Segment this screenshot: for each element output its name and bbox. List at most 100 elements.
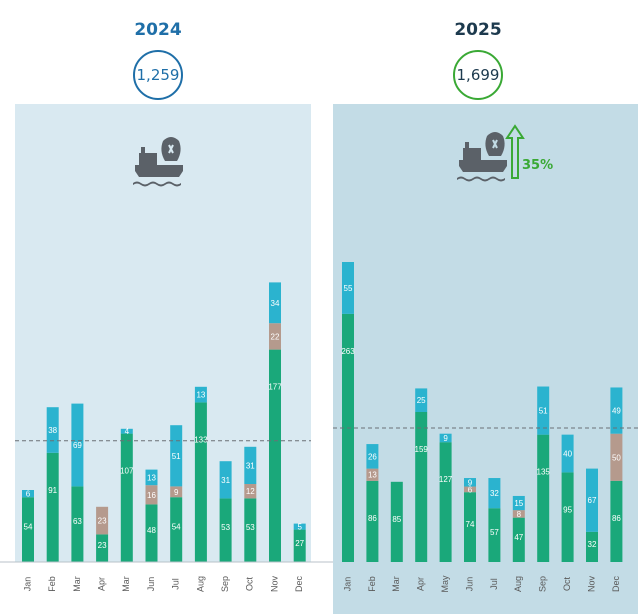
total-badge-2024: 1,259 [133,50,183,100]
bar-segment-2024-8-0 [219,498,232,562]
data-label-2024-9-1: 12 [246,487,255,496]
month-label-2024-11: Dec [294,576,304,593]
bar-segment-2025-3-0 [415,412,428,562]
growth-arrow-icon [505,124,525,179]
data-label-2024-8-2: 31 [221,476,230,485]
data-label-2024-3-0: 23 [98,541,107,550]
panel-2024-background [15,104,311,562]
bar-segment-2025-5-0 [464,492,476,562]
total-badge-2025: 1,699 [453,50,503,100]
bar-segment-2024-4-0 [120,433,133,562]
bar-segment-2025-7-2 [512,495,525,511]
data-label-2024-4-2: 4 [125,427,130,436]
data-label-2024-9-0: 53 [246,523,255,532]
month-label-2024-1: Feb [47,576,57,592]
bar-segment-2025-5-1 [464,486,476,493]
month-label-2025-2: Mar [391,576,401,592]
month-label-2025-8: Sep [538,576,548,592]
data-label-2024-1-2: 38 [48,426,57,435]
bar-segment-2025-1-1 [366,468,379,481]
bar-segment-2025-9-2 [561,434,574,473]
bar-segment-2024-7-2 [194,386,207,403]
data-label-2025-8-2: 51 [539,407,548,416]
data-label-2024-5-0: 48 [147,526,156,535]
month-label-2025-3: Apr [416,577,426,591]
data-label-2024-7-0: 133 [194,435,208,444]
bar-segment-2025-4-0 [439,442,452,562]
data-label-2024-9-2: 31 [246,461,255,470]
bar-segment-2025-6-0 [488,508,501,562]
data-label-2024-4-0: 107 [120,467,134,476]
bar-segment-2025-0-2 [342,262,354,314]
data-label-2024-7-2: 13 [196,391,205,400]
data-label-2025-5-0: 74 [466,520,475,529]
bar-segment-2025-2-0 [390,481,403,562]
data-label-2025-4-2: 9 [443,434,448,443]
bar-segment-2024-6-1 [170,486,183,498]
bar-segment-2024-5-2 [145,469,158,486]
bar-segment-2025-8-2 [537,386,550,435]
bar-segment-2024-5-1 [145,485,158,505]
data-label-2025-11-0: 86 [612,514,621,523]
bar-segment-2024-10-2 [269,282,281,324]
bar-segment-2024-0-0 [22,497,34,562]
month-label-2024-8: Sep [220,576,230,592]
month-label-2025-10: Nov [586,576,596,593]
bar-segment-2024-9-1 [244,484,257,499]
month-label-2024-0: Jan [22,577,32,592]
month-label-2024-7: Aug [195,576,205,592]
data-label-2024-6-0: 54 [172,523,181,532]
data-label-2025-1-0: 86 [368,514,377,523]
data-label-2025-0-2: 55 [344,284,353,293]
bar-segment-2024-11-0 [293,529,306,562]
bar-segment-2024-1-2 [46,407,59,453]
data-label-2025-7-0: 47 [514,533,523,542]
bar-segment-2025-6-2 [488,478,501,509]
bar-segment-2024-1-0 [46,452,59,562]
month-label-2024-10: Nov [269,576,279,593]
data-label-2024-1-0: 91 [48,486,57,495]
bar-segment-2025-11-1 [610,433,623,481]
bar-segment-2025-10-2 [586,468,598,532]
data-label-2024-10-0: 177 [268,383,282,392]
month-label-2025-9: Oct [562,577,572,592]
bar-segment-2025-9-0 [561,472,574,562]
data-label-2024-3-1: 23 [98,517,107,526]
bar-segment-2024-7-0 [194,402,207,562]
data-label-2024-6-2: 51 [172,452,181,461]
bar-segment-2025-10-0 [586,531,598,562]
ship-grain-icon-2024 [133,137,183,187]
data-label-2024-10-2: 34 [271,299,280,308]
data-label-2025-10-2: 67 [588,496,597,505]
bar-segment-2025-7-0 [512,517,525,562]
bar-segment-2024-2-2 [71,403,84,487]
data-label-2025-0-0: 263 [341,347,355,356]
bar-segment-2024-8-2 [219,461,232,499]
growth-percent: 35% [522,158,554,173]
month-label-2025-0: Jan [342,577,352,592]
month-label-2025-6: Jul [489,578,499,590]
bar-segment-2024-0-2 [22,490,34,498]
data-label-2025-6-0: 57 [490,528,499,537]
month-label-2025-7: Aug [513,576,523,592]
month-label-2025-5: Jun [464,577,474,592]
month-label-2024-6: Jul [171,578,181,590]
month-label-2024-4: Mar [121,576,131,592]
bar-segment-2024-2-0 [71,486,84,562]
bar-segment-2025-1-2 [366,444,379,469]
month-label-2025-1: Feb [367,576,377,592]
data-label-2024-0-2: 6 [26,490,31,499]
bar-segment-2024-9-0 [244,498,257,562]
month-label-2024-2: Mar [72,576,82,592]
bar-segment-2025-11-0 [610,480,623,562]
bar-segment-2025-8-0 [537,434,550,562]
bar-segment-2025-5-2 [464,478,476,487]
data-label-2025-11-2: 49 [612,407,621,416]
data-label-2024-6-1: 9 [174,488,179,497]
bar-segment-2024-11-2 [293,523,306,530]
bar-segment-2025-3-2 [415,388,428,412]
data-label-2025-9-2: 40 [563,450,572,459]
bar-segment-2025-4-2 [439,433,452,443]
bar-segment-2024-6-0 [170,497,183,562]
